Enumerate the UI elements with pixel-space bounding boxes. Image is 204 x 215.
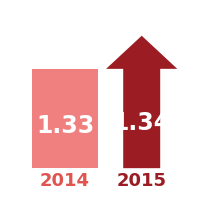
Bar (32, 69, 98, 168)
Polygon shape (106, 36, 177, 168)
Text: 1.33: 1.33 (36, 114, 94, 138)
Text: 2014: 2014 (40, 172, 90, 190)
Text: 2015: 2015 (117, 172, 167, 190)
Text: 1.34: 1.34 (113, 111, 171, 135)
